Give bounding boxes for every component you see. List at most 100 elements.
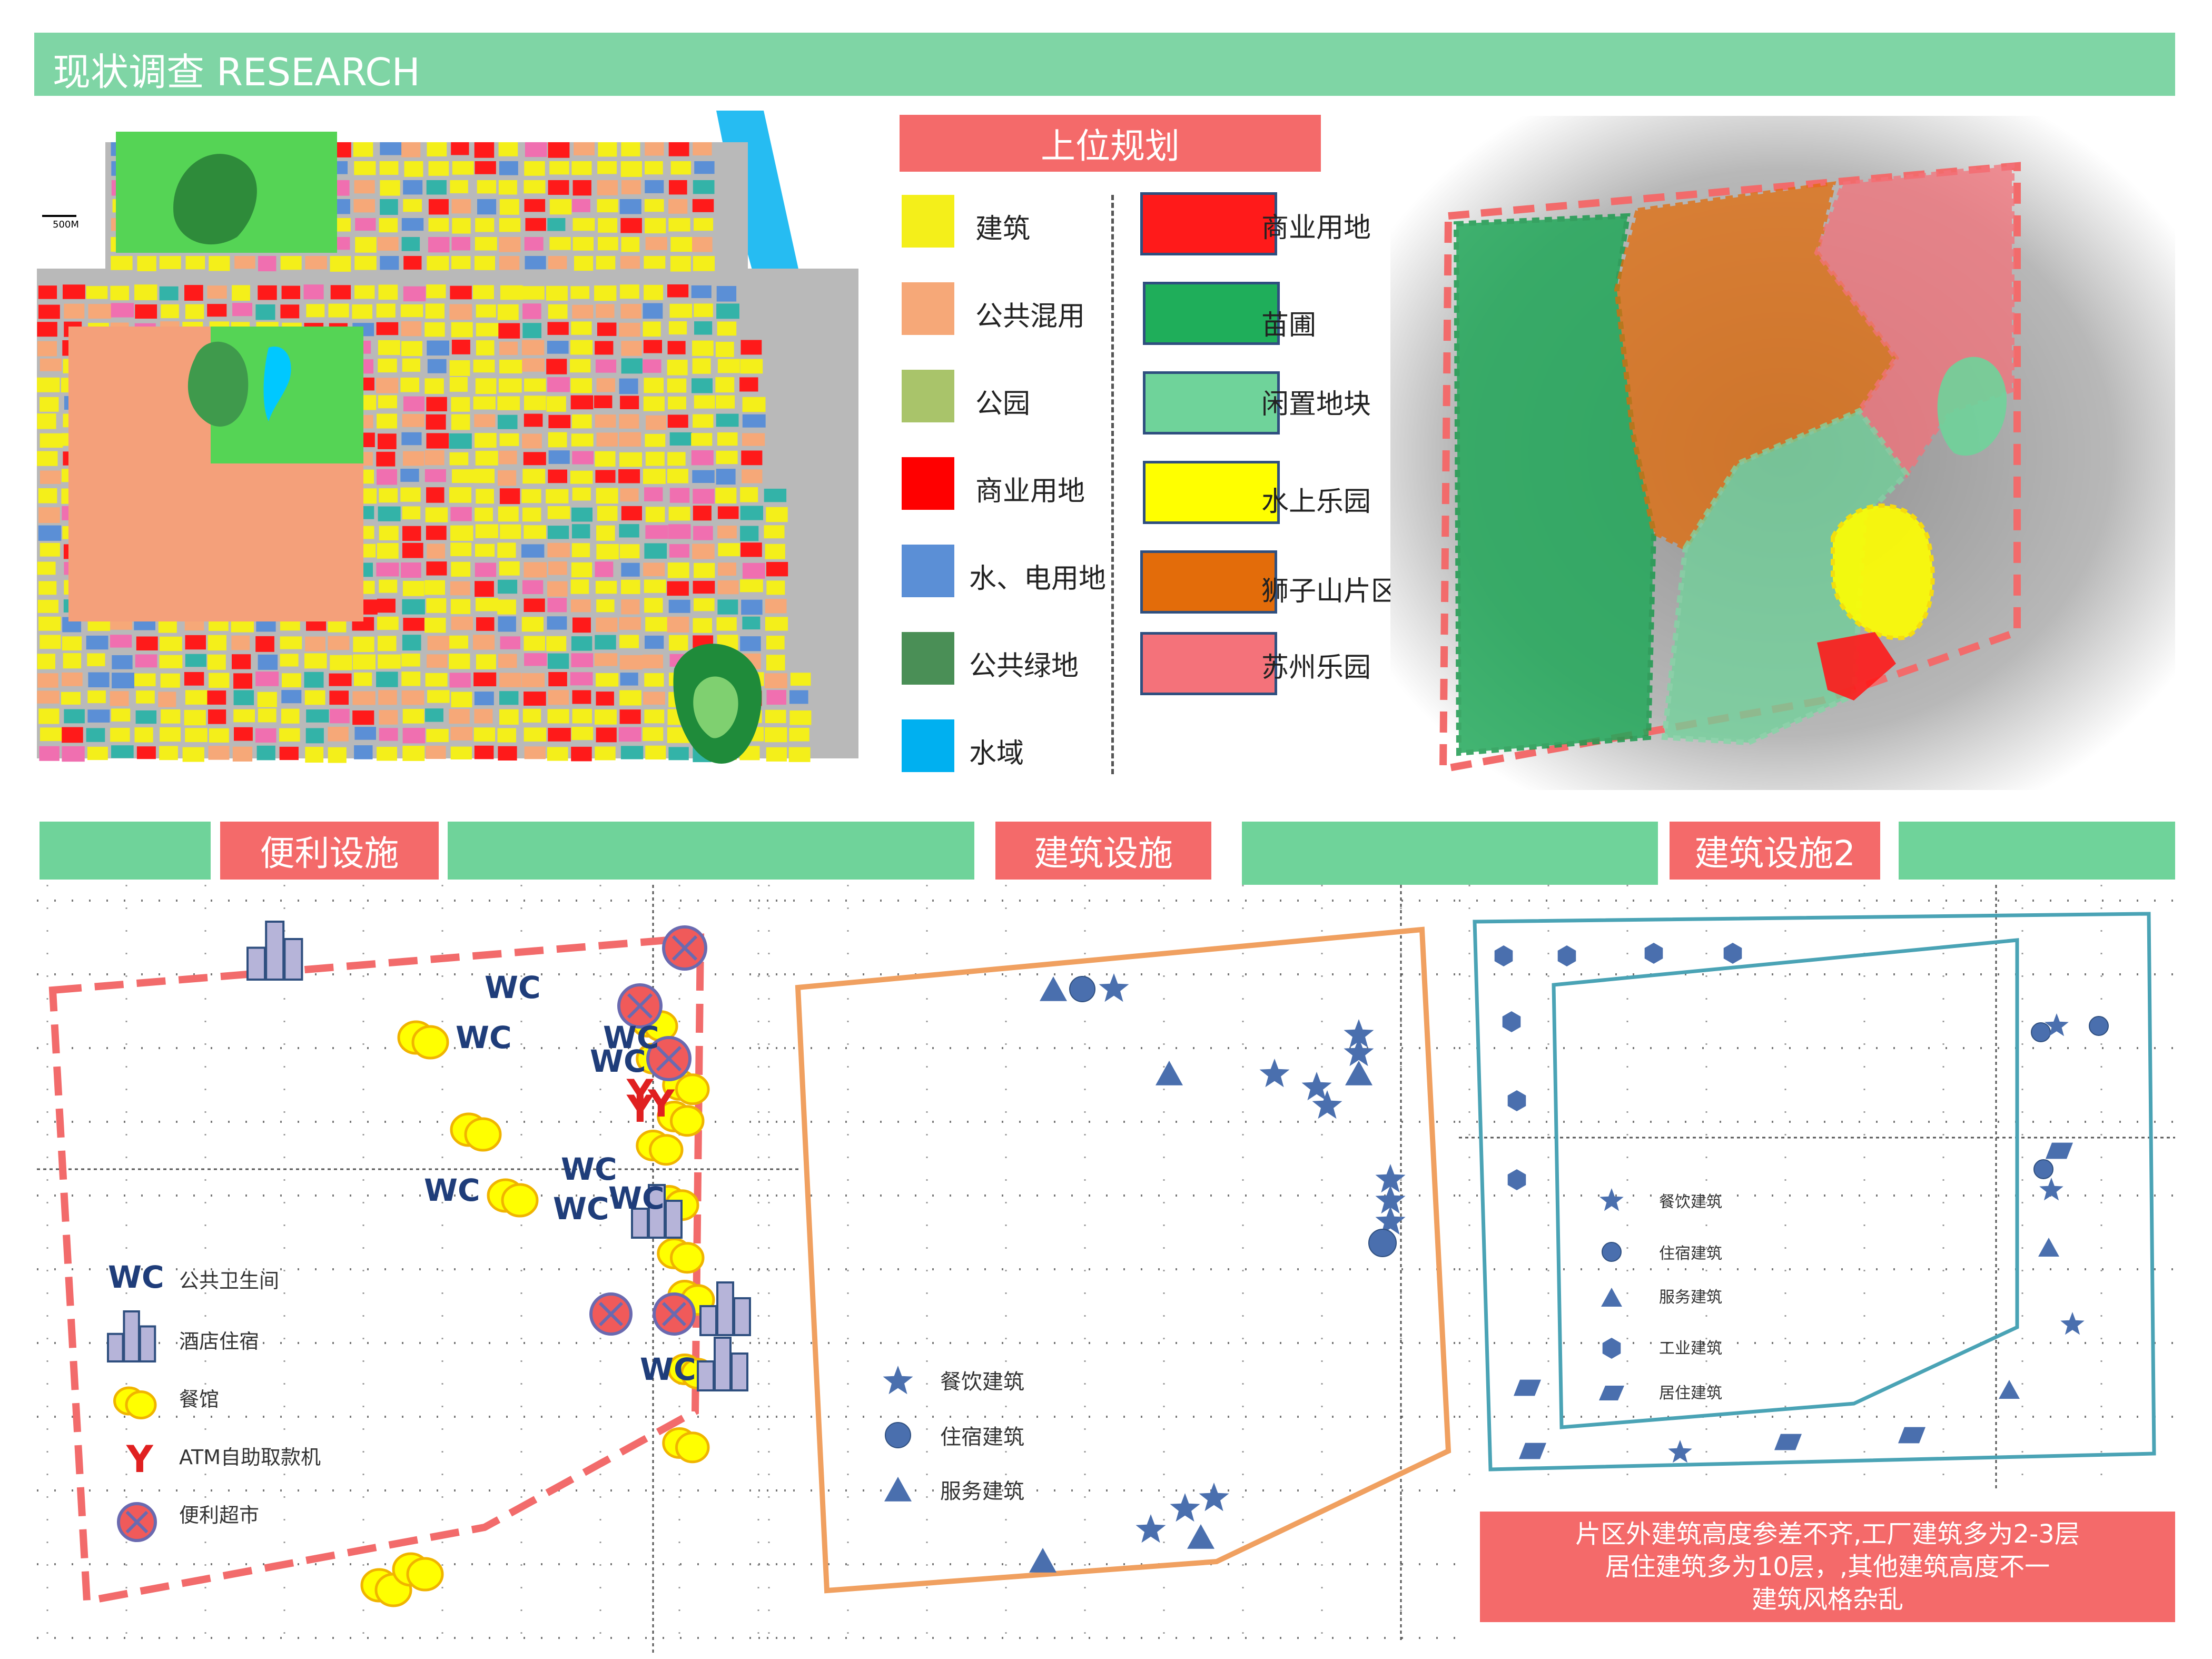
land-parcel (449, 304, 472, 320)
land-parcel (475, 562, 497, 577)
land-parcel (668, 747, 689, 761)
land-parcel (38, 525, 62, 541)
land-parcel (717, 526, 737, 539)
land-parcel (401, 237, 420, 251)
hexagon-icon (1557, 945, 1576, 966)
land-parcel (304, 671, 324, 688)
land-parcel (597, 506, 618, 521)
land-parcel (572, 451, 594, 465)
restaurant-icon (392, 1552, 444, 1592)
land-parcel (403, 199, 422, 212)
land-parcel (570, 599, 591, 613)
land-parcel (572, 218, 595, 231)
land-parcel (619, 199, 641, 214)
triangle-icon (1040, 976, 1067, 1001)
land-parcel (401, 142, 421, 157)
land-parcel (571, 746, 592, 762)
land-parcel (645, 237, 667, 250)
land-parcel (547, 506, 570, 519)
land-parcel (450, 581, 470, 596)
land-parcel (159, 746, 178, 761)
land-parcel (258, 285, 277, 300)
land-parcel (619, 617, 641, 630)
note-line: 片区外建筑高度参差不齐,工厂建筑多为2-3层 (1575, 1519, 2080, 1549)
land-parcel (449, 360, 470, 376)
land-parcel (257, 692, 277, 707)
land-parcel (499, 561, 520, 576)
land-parcel (354, 285, 375, 299)
land-parcel (402, 358, 420, 372)
land-parcel (450, 746, 472, 759)
land-parcel (258, 256, 276, 272)
wc-icon: WC (640, 1351, 696, 1387)
land-parcel (766, 655, 785, 671)
land-parcel (38, 581, 57, 595)
land-parcel (377, 413, 397, 429)
land-parcel (643, 359, 661, 373)
circle-icon (885, 1422, 911, 1448)
land-parcel (402, 526, 421, 541)
land-parcel (403, 286, 426, 302)
land-parcel (619, 322, 640, 337)
land-parcel (376, 322, 399, 335)
land-parcel (499, 237, 521, 252)
land-parcel (668, 599, 690, 613)
land-parcel (570, 470, 593, 484)
section-label-convenience: 便利设施 (220, 822, 439, 880)
land-parcel (475, 237, 497, 251)
land-parcel (643, 340, 662, 353)
land-parcel (233, 673, 252, 689)
land-parcel (37, 654, 55, 669)
land-parcel (572, 199, 590, 212)
land-parcel (38, 488, 57, 503)
wc-icon: WC (603, 1020, 659, 1055)
land-parcel (474, 745, 494, 759)
section-label-building: 建筑设施 (995, 822, 1211, 880)
supermarket-icon (617, 983, 663, 1029)
land-parcel (717, 359, 740, 373)
land-parcel (110, 635, 132, 648)
land-parcel (667, 414, 688, 428)
land-parcel (426, 561, 447, 576)
land-parcel (596, 599, 615, 613)
land-parcel (280, 654, 299, 667)
land-parcel (37, 690, 60, 704)
land-parcel (571, 433, 594, 447)
land-parcel (428, 199, 449, 215)
land-parcel (449, 635, 468, 649)
circle-icon (1069, 976, 1095, 1002)
land-parcel (547, 542, 570, 558)
land-parcel (329, 690, 349, 705)
land-parcel (522, 303, 541, 319)
land-parcel (352, 710, 374, 725)
wc-icon: WC (108, 1259, 164, 1295)
land-parcel (377, 469, 397, 485)
land-parcel (620, 256, 640, 269)
land-parcel (620, 396, 639, 409)
land-parcel (717, 580, 739, 595)
land-parcel (379, 728, 398, 741)
land-parcel (231, 635, 250, 650)
land-parcel (39, 746, 60, 761)
land-parcel (378, 506, 401, 521)
land-parcel (62, 672, 83, 686)
land-parcel (764, 488, 787, 502)
land-parcel (475, 378, 497, 394)
land-parcel (476, 598, 498, 611)
land-parcel (596, 525, 615, 541)
land-parcel (402, 709, 424, 724)
land-parcel (644, 199, 664, 212)
land-parcel (354, 180, 375, 194)
land-parcel (667, 616, 689, 633)
wc-icon: WC (485, 970, 541, 1005)
land-parcel (668, 321, 687, 335)
land-parcel (159, 256, 181, 269)
land-parcel (86, 635, 108, 650)
land-parcel (281, 285, 300, 299)
land-parcel (499, 709, 519, 725)
legend-label: 水域 (969, 738, 1024, 769)
land-parcel (185, 654, 206, 667)
land-parcel (765, 673, 787, 688)
land-parcel (500, 285, 523, 300)
